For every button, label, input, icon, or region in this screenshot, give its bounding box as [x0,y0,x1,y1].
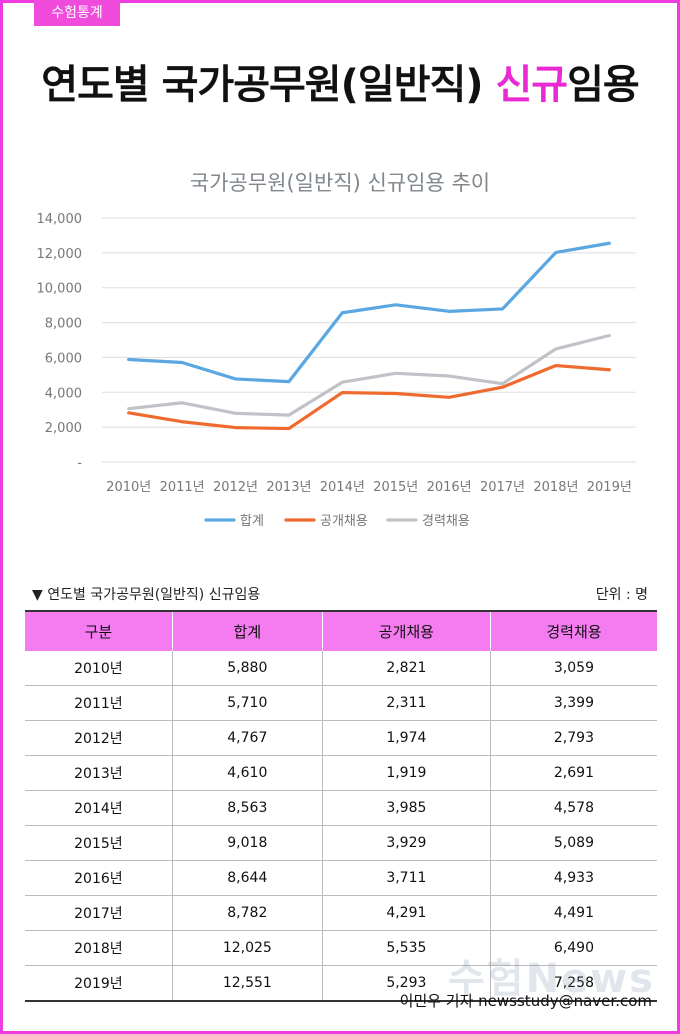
table-cell: 2011년 [25,685,173,721]
table-body: 2010년 5,880 2,821 3,059 2011년 5,710 2,311 3,399… [25,651,657,1002]
table-cell: 9,018 [171,825,323,861]
table-row: 2018년 12,025 5,535 6,490 [25,930,657,966]
table-unit: 단위 : 명 [595,587,648,603]
table-cell: 8,644 [171,860,323,896]
title-highlight: 신규 [495,62,569,108]
series-line-공개채용 [127,363,611,431]
table-cell: 2013년 [25,755,173,791]
table-cell: 12,551 [171,965,323,1002]
table-cell: 4,933 [489,860,657,896]
table-cell: 4,491 [489,895,657,931]
table-row: 2019년 12,551 5,293 7,258 [25,965,657,1002]
table-cell: 7,258 [489,965,657,1002]
watermark-logo: 수험News [448,956,655,1002]
x-tick-label: 2017년 [480,480,525,495]
chart-series [127,241,611,431]
table-header-cell: 구분 [25,610,173,651]
table-cell: 4,291 [321,895,491,931]
x-tick-label: 2016년 [427,480,472,495]
table-cell: 3,929 [321,825,491,861]
y-axis-ticks: - 2,000 4,000 6,000 8,000 10,000 12,000 14,000 [37,212,83,471]
y-tick-label: - [77,456,82,471]
table-cell: 4,767 [171,720,323,756]
table-cell: 3,399 [489,685,657,721]
legend-label: 공개채용 [320,514,368,529]
chart-grid [102,217,636,463]
table-header-row: 구분 합계 공개채용 경력채용 [25,610,657,651]
table-cell: 2,793 [489,720,657,756]
table-cell: 5,089 [489,825,657,861]
x-tick-label: 2014년 [320,480,365,495]
table-cell: 2,821 [321,651,491,686]
series-line-합계 [127,241,611,384]
table-cell: 4,610 [171,755,323,791]
table-cell: 5,293 [321,965,491,1002]
x-tick-label: 2012년 [213,480,258,495]
table-row: 2011년 5,710 2,311 3,399 [25,685,657,721]
y-tick-label: 10,000 [37,282,83,297]
x-tick-label: 2015년 [373,480,418,495]
table-cell: 5,535 [321,930,491,966]
table-cell: 2015년 [25,825,173,861]
x-tick-label: 2010년 [106,480,151,495]
x-tick-label: 2011년 [160,480,205,495]
x-tick-label: 2019년 [587,480,632,495]
y-tick-label: 6,000 [45,351,82,366]
table-header-cell: 공개채용 [321,610,491,651]
legend-label: 경력채용 [422,514,470,529]
table-cell: 8,782 [171,895,323,931]
table-cell: 2012년 [25,720,173,756]
table-row: 2016년 8,644 3,711 4,933 [25,860,657,896]
table-row: 2010년 5,880 2,821 3,059 [25,651,657,686]
chart-legend: 합계 공개채용 경력채용 [204,514,470,529]
table-cell: 2017년 [25,895,173,931]
table-cell: 2,311 [321,685,491,721]
data-table: 구분 합계 공개채용 경력채용 2010년 5,880 2,821 3,059 2011년 5,… [25,610,657,1002]
x-axis-ticks: 2010년 2011년 2012년 2013년 2014년 2015년 2016년 2017년… [106,480,632,495]
table-cell: 2010년 [25,651,173,686]
table-row: 2013년 4,610 1,919 2,691 [25,755,657,791]
table-cell: 2016년 [25,860,173,896]
table-cell: 2019년 [25,965,173,1002]
category-tag: 수험통계 [34,0,120,26]
legend-label: 합계 [240,514,264,529]
x-tick-label: 2018년 [533,480,578,495]
table-row: 2014년 8,563 3,985 4,578 [25,790,657,826]
series-line-경력채용 [127,333,611,417]
table-cell: 1,919 [321,755,491,791]
y-tick-label: 2,000 [45,421,82,436]
y-tick-label: 12,000 [37,247,83,262]
page-title: 연도별 국가공무원(일반직) 신규임용 [0,52,680,110]
table-cell: 4,578 [489,790,657,826]
table-row: 2017년 8,782 4,291 4,491 [25,895,657,931]
table-cell: 3,711 [321,860,491,896]
table-cell: 8,563 [171,790,323,826]
chart-title: 국가공무원(일반직) 신규임용 추이 [190,171,490,195]
title-end: 임용 [567,62,640,108]
y-tick-label: 8,000 [45,317,82,332]
byline: 이민우 기자 newsstudy@naver.com [399,992,652,1010]
y-tick-label: 14,000 [37,212,83,227]
table-cell: 12,025 [171,930,323,966]
table-cell: 1,974 [321,720,491,756]
table-cell: 2014년 [25,790,173,826]
x-tick-label: 2013년 [266,480,311,495]
table-caption: ▼ 연도별 국가공무원(일반직) 신규임용 [32,587,261,603]
title-main: 연도별 국가공무원(일반직) [41,62,496,108]
table-header-cell: 경력채용 [489,610,657,651]
table-cell: 5,710 [171,685,323,721]
table-cell: 3,059 [489,651,657,686]
table-cell: 6,490 [489,930,657,966]
table-cell: 5,880 [171,651,323,686]
table-row: 2012년 4,767 1,974 2,793 [25,720,657,756]
y-tick-label: 4,000 [45,386,82,401]
table-cell: 2018년 [25,930,173,966]
table-row: 2015년 9,018 3,929 5,089 [25,825,657,861]
line-chart: 국가공무원(일반직) 신규임용 추이 - 2,000 4,000 6,000 8,000… [37,171,636,529]
table-cell: 3,985 [321,790,491,826]
table-cell: 2,691 [489,755,657,791]
table-header-cell: 합계 [171,610,323,651]
